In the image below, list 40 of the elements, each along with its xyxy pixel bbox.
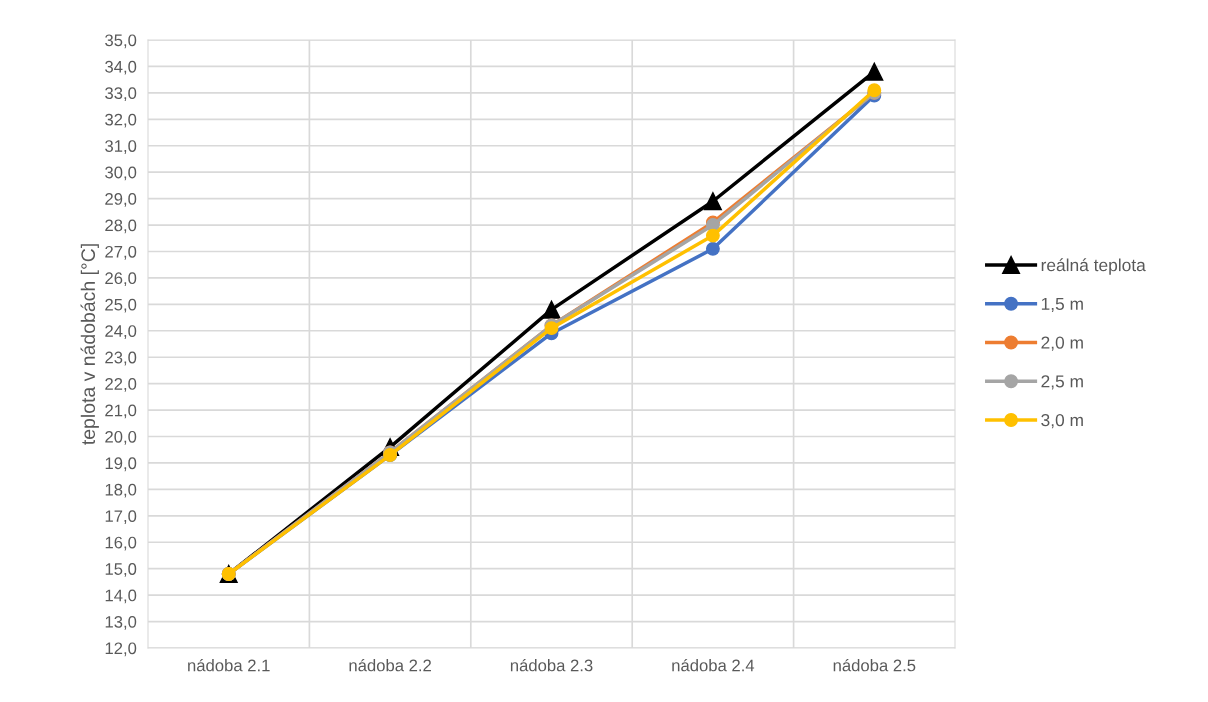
y-tick-label: 35,0 bbox=[105, 34, 137, 49]
legend-label: 3,0 m bbox=[1041, 413, 1083, 429]
x-tick-label: nádoba 2.3 bbox=[510, 658, 593, 672]
y-tick-label: 30,0 bbox=[105, 166, 137, 181]
point bbox=[542, 300, 561, 319]
y-tick-label: 26,0 bbox=[105, 272, 137, 287]
x-tick-label: nádoba 2.4 bbox=[672, 658, 755, 672]
y-tick-label: 19,0 bbox=[105, 457, 137, 472]
y-tick-label: 14,0 bbox=[105, 589, 137, 604]
point bbox=[705, 241, 720, 256]
y-axis-title: teplota v nádobách [°C] bbox=[80, 244, 99, 445]
y-tick-label: 29,0 bbox=[105, 193, 137, 207]
point bbox=[865, 62, 884, 81]
legend-label: reálná teplota bbox=[1041, 258, 1146, 275]
y-tick-label: 12,0 bbox=[105, 642, 137, 657]
legend-label: 2,0 m bbox=[1041, 336, 1083, 351]
y-tick-label: 22,0 bbox=[105, 378, 137, 392]
y-tick-label: 21,0 bbox=[105, 404, 137, 419]
y-tick-label: 32,0 bbox=[105, 113, 137, 128]
y-tick-label: 28,0 bbox=[105, 219, 137, 234]
y-tick-label: 17,0 bbox=[105, 510, 137, 524]
point bbox=[703, 192, 722, 211]
y-tick-label: 31,0 bbox=[105, 140, 137, 154]
y-tick-label: 15,0 bbox=[105, 563, 137, 577]
y-tick-label: 20,0 bbox=[105, 430, 137, 445]
y-tick-label: 33,0 bbox=[105, 87, 137, 102]
y-tick-label: 16,0 bbox=[105, 536, 137, 551]
y-tick-label: 27,0 bbox=[105, 245, 137, 260]
y-tick-label: 25,0 bbox=[105, 298, 137, 313]
x-tick-label: nádoba 2.1 bbox=[188, 658, 270, 672]
point bbox=[705, 228, 720, 243]
y-tick-label: 18,0 bbox=[105, 483, 137, 498]
x-tick-label: nádoba 2.2 bbox=[349, 658, 431, 672]
legend-label: 1,5 m bbox=[1041, 297, 1083, 313]
y-tick-label: 34,0 bbox=[105, 60, 137, 75]
x-tick-label: nádoba 2.5 bbox=[833, 658, 916, 672]
legend-label: 2,5 m bbox=[1041, 375, 1083, 390]
y-tick-label: 13,0 bbox=[105, 615, 137, 630]
y-tick-label: 23,0 bbox=[105, 351, 137, 366]
y-tick-label: 24,0 bbox=[105, 325, 137, 339]
